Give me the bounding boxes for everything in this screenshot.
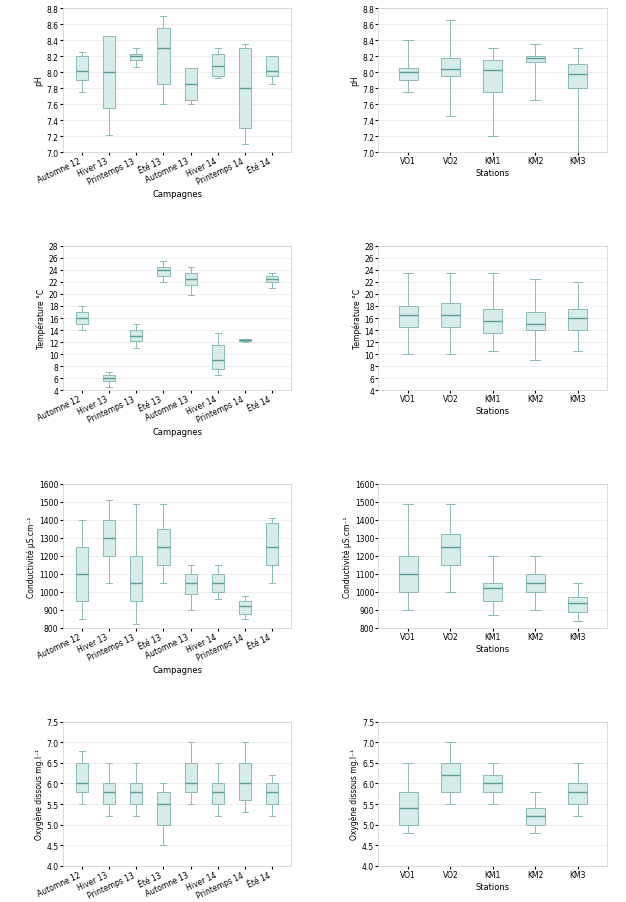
PathPatch shape: [212, 345, 224, 370]
PathPatch shape: [103, 37, 115, 109]
PathPatch shape: [399, 307, 418, 327]
PathPatch shape: [239, 763, 251, 800]
PathPatch shape: [76, 57, 88, 81]
PathPatch shape: [130, 331, 142, 342]
Y-axis label: Conductivité µS.cm⁻¹: Conductivité µS.cm⁻¹: [27, 516, 36, 597]
PathPatch shape: [483, 309, 502, 334]
PathPatch shape: [441, 59, 460, 77]
PathPatch shape: [483, 61, 502, 93]
PathPatch shape: [157, 792, 170, 824]
PathPatch shape: [76, 763, 88, 792]
Y-axis label: Conductivité µS.cm⁻¹: Conductivité µS.cm⁻¹: [342, 516, 352, 597]
PathPatch shape: [103, 375, 115, 382]
PathPatch shape: [130, 784, 142, 805]
PathPatch shape: [441, 763, 460, 792]
PathPatch shape: [103, 520, 115, 557]
PathPatch shape: [526, 575, 545, 593]
PathPatch shape: [185, 763, 197, 792]
X-axis label: Stations: Stations: [476, 882, 510, 891]
PathPatch shape: [399, 557, 418, 593]
X-axis label: Campagnes: Campagnes: [152, 428, 202, 437]
PathPatch shape: [399, 69, 418, 81]
PathPatch shape: [239, 340, 251, 342]
PathPatch shape: [76, 313, 88, 325]
PathPatch shape: [185, 575, 197, 594]
PathPatch shape: [239, 602, 251, 614]
Y-axis label: Température °C: Température °C: [352, 289, 362, 349]
PathPatch shape: [130, 557, 142, 602]
PathPatch shape: [130, 55, 142, 61]
PathPatch shape: [212, 784, 224, 805]
PathPatch shape: [568, 65, 587, 89]
PathPatch shape: [568, 309, 587, 331]
PathPatch shape: [568, 598, 587, 612]
PathPatch shape: [526, 313, 545, 331]
PathPatch shape: [239, 49, 251, 129]
PathPatch shape: [266, 57, 279, 77]
PathPatch shape: [526, 57, 545, 63]
PathPatch shape: [266, 277, 279, 282]
X-axis label: Campagnes: Campagnes: [152, 189, 202, 198]
X-axis label: Stations: Stations: [476, 644, 510, 653]
PathPatch shape: [441, 535, 460, 566]
Y-axis label: pH: pH: [34, 76, 44, 87]
PathPatch shape: [103, 784, 115, 805]
PathPatch shape: [483, 776, 502, 792]
Y-axis label: Oxygène dissous mg.l⁻¹: Oxygène dissous mg.l⁻¹: [350, 749, 359, 840]
Y-axis label: Température °C: Température °C: [36, 289, 46, 349]
PathPatch shape: [266, 784, 279, 805]
PathPatch shape: [266, 524, 279, 566]
PathPatch shape: [483, 584, 502, 602]
PathPatch shape: [185, 69, 197, 101]
PathPatch shape: [76, 548, 88, 602]
PathPatch shape: [157, 268, 170, 277]
X-axis label: Campagnes: Campagnes: [152, 665, 202, 674]
PathPatch shape: [157, 29, 170, 85]
PathPatch shape: [441, 304, 460, 327]
PathPatch shape: [185, 273, 197, 286]
PathPatch shape: [157, 529, 170, 566]
X-axis label: Stations: Stations: [476, 407, 510, 416]
PathPatch shape: [212, 575, 224, 593]
PathPatch shape: [212, 55, 224, 77]
X-axis label: Stations: Stations: [476, 169, 510, 178]
PathPatch shape: [568, 784, 587, 805]
PathPatch shape: [399, 792, 418, 824]
Y-axis label: Oxygène dissous mg.l⁻¹: Oxygène dissous mg.l⁻¹: [34, 749, 44, 840]
PathPatch shape: [526, 808, 545, 824]
Y-axis label: pH: pH: [351, 76, 359, 87]
